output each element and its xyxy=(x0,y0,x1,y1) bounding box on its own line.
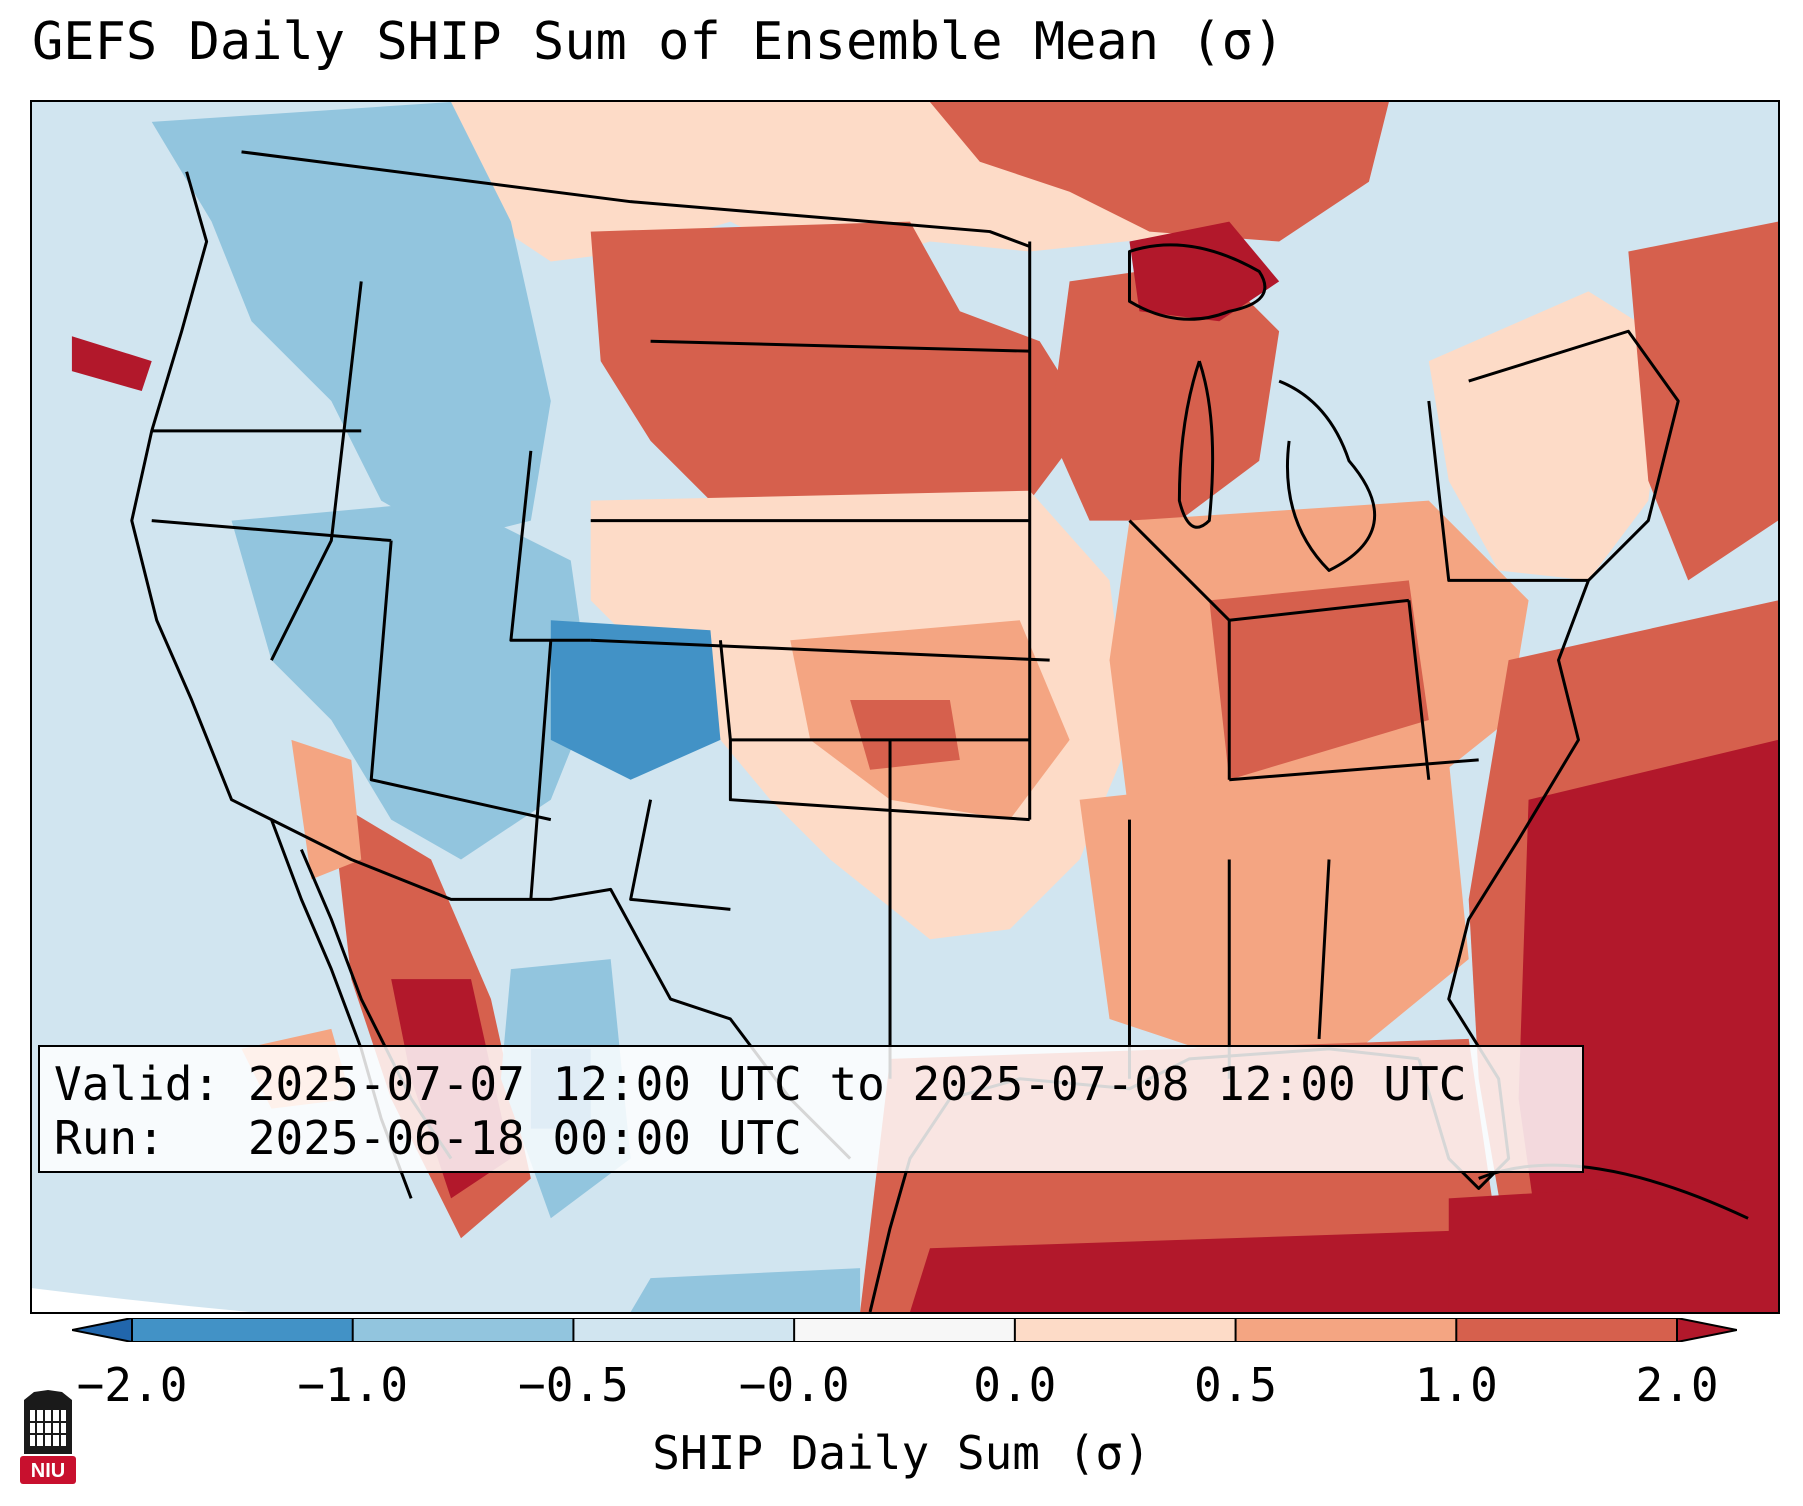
colorbar-tick-label: 0.0 xyxy=(973,1358,1057,1412)
info-box: Valid: 2025-07-07 12:00 UTC to 2025-07-0… xyxy=(38,1045,1584,1173)
anomaly-region-dakotas xyxy=(590,221,1090,521)
page-title: GEFS Daily SHIP Sum of Ensemble Mean (σ) xyxy=(32,12,1285,72)
valid-time-text: Valid: 2025-07-07 12:00 UTC to 2025-07-0… xyxy=(54,1057,1467,1111)
anomaly-region-ontario xyxy=(929,102,1389,242)
svg-text:NIU: NIU xyxy=(31,1460,65,1482)
anomaly-region-great-basin xyxy=(231,500,591,860)
anomaly-region-indiana-ohio xyxy=(1209,580,1429,780)
anomaly-region-cuba-south xyxy=(1448,1178,1778,1312)
colorbar-bin xyxy=(1235,1318,1457,1342)
colorbar-bin xyxy=(794,1318,1016,1342)
state-lines-east xyxy=(1028,241,1589,1079)
lake-michigan xyxy=(1177,360,1215,529)
state-lines-central xyxy=(590,339,1050,1079)
anomaly-region-northwest xyxy=(151,102,551,541)
colorbar-label: SHIP Daily Sum (σ) xyxy=(652,1426,1151,1480)
anomaly-region-south-blue xyxy=(630,1268,861,1312)
colorbar-under-arrow xyxy=(72,1318,132,1342)
colorbar-tick-label: 0.5 xyxy=(1194,1358,1278,1412)
great-lakes xyxy=(1127,243,1267,321)
colorbar-tick-label: −0.5 xyxy=(518,1358,629,1412)
anomaly-region-new-england xyxy=(1628,221,1778,581)
colorbar-bin xyxy=(1014,1318,1237,1342)
east-coastline xyxy=(1417,329,1680,1190)
anomaly-region-southwest-warm xyxy=(291,739,362,880)
colorbar-over-arrow xyxy=(1677,1318,1737,1342)
colorbar-tick-label: −1.0 xyxy=(297,1358,409,1412)
colorbar-tick-label: 1.0 xyxy=(1414,1358,1498,1412)
anomaly-region-oklahoma-warm xyxy=(850,700,960,770)
colorbar-bin xyxy=(352,1318,574,1342)
anomaly-region-northeast xyxy=(1428,291,1669,581)
anomaly-region-upper-midwest xyxy=(1049,261,1280,521)
canada-us-border xyxy=(241,150,1031,248)
anomaly-region-colorado xyxy=(550,620,721,780)
anomaly-region-pacific-strip xyxy=(71,336,152,392)
anomaly-region-lake-superior xyxy=(1129,221,1280,322)
colorbar-tick-label: 2.0 xyxy=(1635,1358,1719,1412)
colorbar-bin xyxy=(573,1318,795,1342)
colorbar-bin xyxy=(132,1318,354,1342)
state-lines-west xyxy=(151,281,591,900)
anomaly-field xyxy=(71,102,1778,1312)
niu-logo: NIU xyxy=(20,1390,76,1484)
colorbar-tick-label: −0.0 xyxy=(738,1358,850,1412)
colorbar-bin xyxy=(1456,1318,1678,1342)
run-time-text: Run: 2025-06-18 00:00 UTC xyxy=(54,1111,802,1165)
colorbar-tick-label: −2.0 xyxy=(76,1358,188,1412)
anomaly-region-caribbean xyxy=(909,1228,1529,1312)
colorbar xyxy=(72,1318,1737,1342)
lake-huron-erie xyxy=(1278,379,1376,572)
west-coastline xyxy=(130,171,413,1199)
anomaly-region-southeast xyxy=(1079,759,1469,1059)
